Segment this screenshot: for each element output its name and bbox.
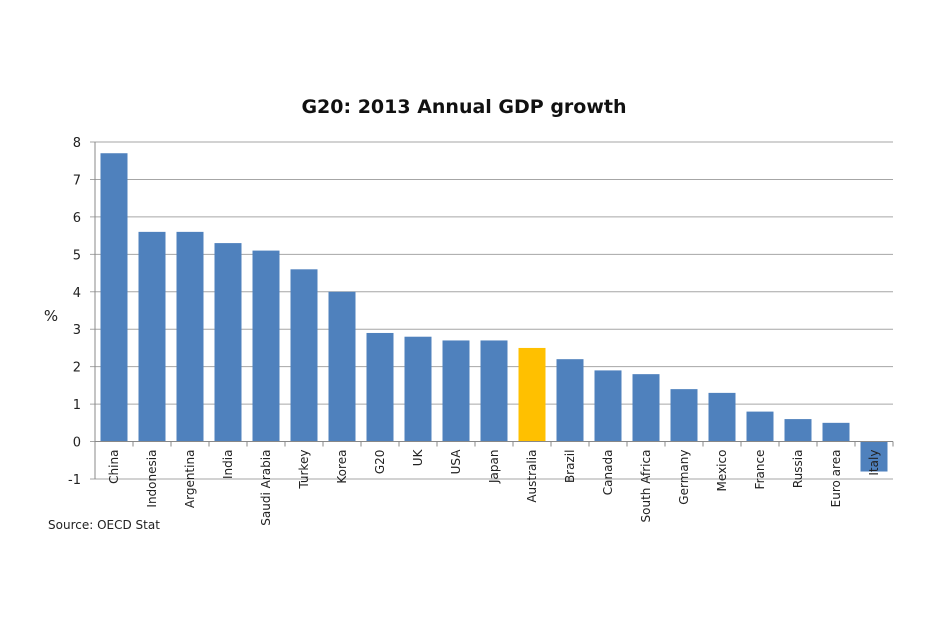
x-tick-label: Indonesia [145,450,159,508]
bar-canada [594,370,622,442]
y-axis-label: % [44,307,58,325]
x-tick-label: India [221,450,235,479]
bar-g20 [366,332,394,442]
y-tick-label: 6 [73,211,81,226]
y-tick-label: 8 [73,136,81,151]
bar-japan [480,340,508,442]
y-tick-label: -1 [68,473,81,488]
bar-euro-area [822,422,850,442]
bar-italy [860,441,888,472]
y-tick-label: 7 [73,173,81,188]
y-tick-label: 4 [73,286,81,301]
bar-korea [328,291,356,442]
x-tick-label: Euro area [829,450,843,508]
y-tick-label: 2 [73,361,81,376]
x-tick-label: Canada [601,450,615,496]
bar-brazil [556,359,584,442]
x-tick-label: Italy [867,450,881,476]
x-tick-label: China [107,450,121,484]
x-tick-label: Mexico [715,450,729,492]
bar-india [214,243,242,442]
y-tick-label: 1 [73,398,81,413]
x-tick-label: Australia [525,450,539,503]
source-note: Source: OECD Stat [48,518,160,532]
y-tick-label: 5 [73,248,81,263]
x-tick-label: G20 [373,450,387,475]
y-tick-label: 0 [73,436,81,451]
x-tick-label: Korea [335,450,349,484]
x-tick-label: UK [411,448,425,466]
bar-argentina [176,231,204,442]
bar-china [100,153,128,442]
bar-south-africa [632,374,660,442]
bar-australia [518,347,546,442]
x-tick-label: Saudi Arabia [259,450,273,526]
x-tick-label: Argentina [183,450,197,509]
x-tick-label: Turkey [297,450,311,490]
x-tick-label: Japan [487,450,501,484]
bar-russia [784,419,812,442]
chart-title: G20: 2013 Annual GDP growth [301,96,626,118]
bar-germany [670,389,698,442]
bar-indonesia [138,231,166,442]
x-tick-label: Russia [791,450,805,489]
bar-uk [404,336,432,442]
bar-usa [442,340,470,442]
y-tick-label: 3 [73,323,81,338]
x-tick-label: South Africa [639,450,653,523]
bar-france [746,411,774,442]
bar-mexico [708,392,736,442]
x-tick-label: Germany [677,450,691,505]
bar-turkey [290,269,318,442]
bar-saudi-arabia [252,250,280,442]
x-tick-label: France [753,450,767,490]
x-tick-label: Brazil [563,450,577,484]
x-tick-label: USA [449,449,463,475]
